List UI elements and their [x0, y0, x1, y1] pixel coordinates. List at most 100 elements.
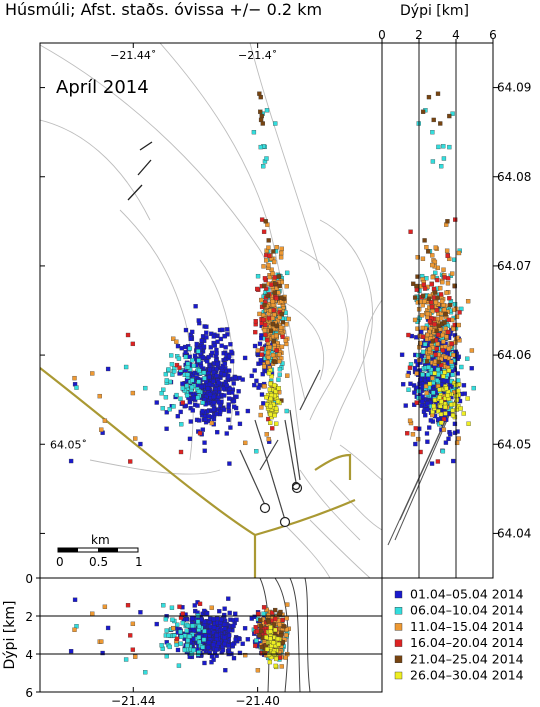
event-point: [209, 605, 214, 610]
event-point: [442, 404, 448, 410]
event-point: [450, 317, 455, 323]
event-point: [270, 299, 276, 305]
event-point: [174, 636, 180, 641]
event-point: [211, 394, 216, 400]
event-point: [204, 359, 210, 364]
event-point: [130, 621, 136, 627]
event-point: [196, 389, 202, 394]
event-point: [278, 255, 284, 260]
event-point: [427, 425, 432, 430]
event-point: [182, 647, 187, 653]
event-point: [179, 422, 184, 427]
event-point: [221, 407, 227, 412]
event-point: [465, 299, 471, 304]
event-point: [216, 399, 222, 405]
event-point: [447, 296, 452, 301]
event-point: [416, 395, 421, 400]
event-point: [426, 365, 431, 370]
event-point: [259, 297, 264, 303]
contour-line: [279, 519, 331, 578]
event-point: [222, 333, 227, 339]
event-point: [414, 400, 419, 405]
event-point: [138, 610, 143, 615]
contour-line: [279, 299, 324, 381]
event-point: [215, 429, 220, 435]
event-point: [264, 395, 269, 400]
event-point: [201, 637, 207, 642]
event-point: [209, 420, 214, 426]
event-point: [434, 346, 440, 351]
well-head: [259, 502, 271, 514]
event-point: [437, 395, 442, 400]
event-point: [188, 405, 193, 411]
event-point: [204, 324, 209, 329]
event-point: [123, 657, 129, 662]
event-point: [256, 611, 261, 616]
event-point: [224, 383, 230, 388]
event-point: [236, 389, 241, 394]
event-point: [269, 393, 274, 398]
event-point: [279, 295, 284, 300]
event-point: [274, 348, 279, 353]
event-point: [184, 393, 190, 398]
event-point: [271, 339, 276, 344]
event-point: [226, 627, 232, 633]
event-point: [284, 270, 290, 276]
event-point: [455, 335, 460, 340]
bottom-panel-frame: [39, 577, 383, 693]
contour-line: [319, 219, 373, 441]
event-point: [133, 654, 138, 659]
event-point: [257, 311, 262, 317]
event-point: [191, 647, 196, 653]
legend-swatch: [394, 590, 403, 599]
event-point: [206, 354, 211, 360]
event-point: [285, 602, 290, 607]
fault-line: [137, 159, 152, 176]
event-point: [276, 290, 281, 295]
event-point: [280, 617, 285, 623]
event-point: [417, 315, 422, 320]
event-point: [222, 612, 227, 618]
map-inline-lat-label: 64.05˚: [50, 438, 87, 451]
well-track: [289, 409, 301, 481]
event-point: [225, 374, 231, 380]
event-point: [237, 650, 243, 656]
event-point: [216, 380, 221, 386]
event-point: [90, 611, 95, 616]
event-point: [259, 113, 264, 119]
right-y-tick-label: 64.04: [497, 526, 531, 540]
event-point: [439, 164, 444, 169]
event-point: [276, 612, 282, 617]
event-point: [185, 372, 190, 377]
event-point: [268, 403, 273, 409]
legend-swatch: [394, 639, 403, 647]
event-point: [447, 113, 452, 119]
event-point: [449, 402, 454, 407]
event-point: [233, 375, 238, 380]
event-point: [220, 648, 226, 653]
legend-swatch: [394, 671, 403, 680]
event-point: [430, 159, 436, 164]
well-track: [254, 419, 286, 521]
event-point: [435, 277, 440, 283]
event-point: [436, 144, 441, 150]
event-point: [456, 436, 461, 441]
event-point: [269, 282, 274, 287]
event-point: [228, 425, 233, 430]
event-point: [100, 650, 105, 656]
event-point: [229, 349, 234, 354]
event-point: [432, 371, 437, 376]
event-point: [430, 339, 435, 344]
event-point: [268, 420, 273, 425]
depth-x-tick-label: 4: [452, 28, 460, 42]
event-point: [200, 644, 205, 650]
contour-line: [119, 209, 194, 461]
event-point: [430, 274, 435, 280]
well-track: [259, 439, 279, 471]
event-point: [446, 368, 452, 373]
event-point: [164, 378, 169, 383]
event-point: [275, 636, 281, 642]
event-point: [425, 439, 430, 444]
event-point: [275, 399, 281, 404]
event-point: [163, 395, 169, 400]
